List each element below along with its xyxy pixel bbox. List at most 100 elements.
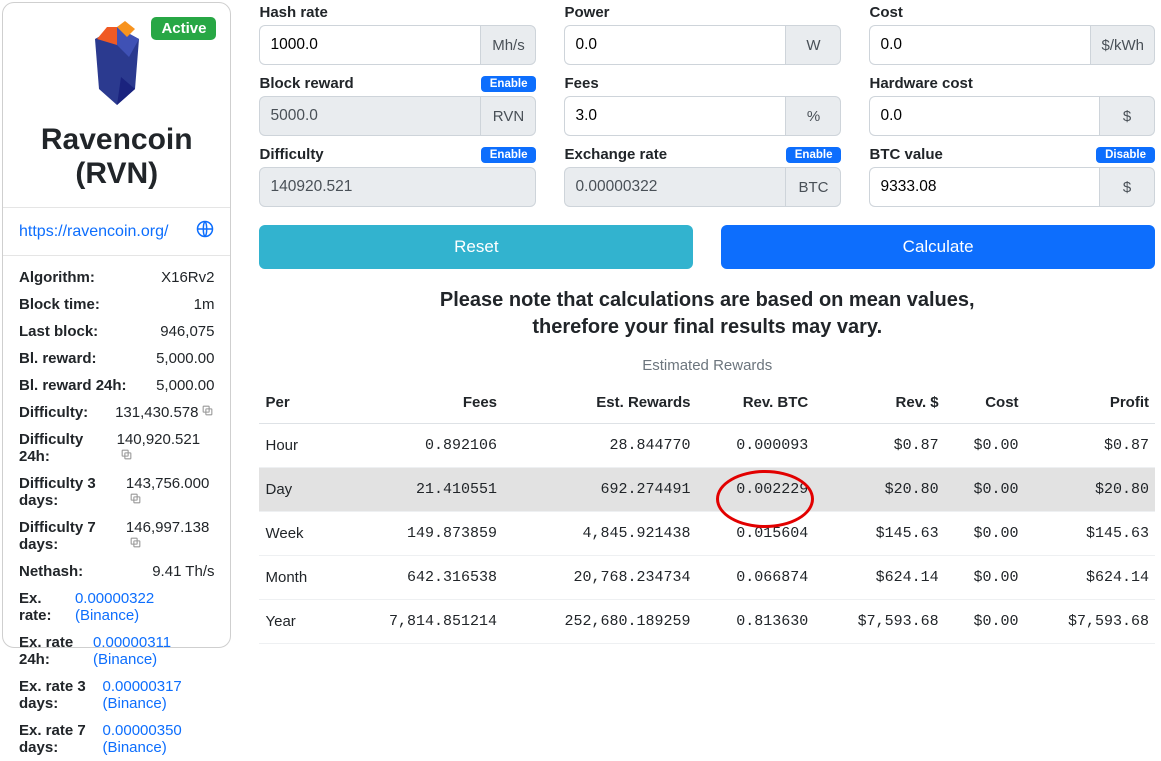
table-value-cell: $624.14 — [1025, 556, 1155, 600]
stat-row: Difficulty 3 days:143,756.000 — [19, 470, 214, 514]
field-block-reward: Block rewardEnableRVN — [259, 73, 536, 136]
enable-toggle-button[interactable]: Enable — [481, 76, 537, 92]
stat-value: 1m — [194, 296, 215, 313]
stat-label: Bl. reward: — [19, 350, 97, 367]
field-difficulty: DifficultyEnable — [259, 144, 536, 207]
stat-value: 5,000.00 — [156, 350, 214, 367]
hash-rate-input[interactable] — [259, 25, 480, 65]
stat-label: Nethash: — [19, 563, 83, 580]
reset-button[interactable]: Reset — [259, 225, 693, 269]
table-value-cell: 0.892106 — [335, 424, 503, 468]
difficulty-input — [259, 167, 536, 207]
stat-row: Difficulty 24h:140,920.521 — [19, 426, 214, 470]
unit-label: $ — [1099, 167, 1155, 207]
field-label: Hash rate — [259, 4, 327, 21]
copy-icon[interactable] — [120, 448, 133, 465]
unit-label: BTC — [785, 167, 841, 207]
results-caption: Estimated Rewards — [259, 357, 1155, 374]
table-period-cell: Day — [259, 468, 334, 512]
table-value-cell: 252,680.189259 — [503, 600, 696, 644]
disable-toggle-button[interactable]: Disable — [1096, 147, 1155, 163]
stat-label: Ex. rate: — [19, 590, 75, 624]
field-label: Fees — [564, 75, 598, 92]
calculator-panel: Hash rate Mh/s PowerW Cost$/kWh Block reward… — [241, 0, 1161, 648]
exchange-rate-input — [564, 167, 785, 207]
table-value-cell: $7,593.68 — [1025, 600, 1155, 644]
unit-label: $ — [1099, 96, 1155, 136]
enable-toggle-button[interactable]: Enable — [481, 147, 537, 163]
table-header-cell: Cost — [945, 386, 1025, 424]
table-value-cell: 692.274491 — [503, 468, 696, 512]
stat-row: Nethash:9.41 Th/s — [19, 558, 214, 585]
table-header-cell: Per — [259, 386, 334, 424]
btc-value-input[interactable] — [869, 167, 1099, 207]
unit-label: Mh/s — [480, 25, 536, 65]
stat-label: Ex. rate 24h: — [19, 634, 93, 668]
field-label: Exchange rate — [564, 146, 667, 163]
field-label: Hardware cost — [869, 75, 972, 92]
stat-value[interactable]: 0.00000350 (Binance) — [103, 722, 215, 756]
fees-input[interactable] — [564, 96, 785, 136]
table-row: Hour0.89210628.8447700.000093$0.87$0.00$… — [259, 424, 1155, 468]
stat-value[interactable]: 0.00000311 (Binance) — [93, 634, 215, 668]
table-row: Year7,814.851214252,680.1892590.813630$7… — [259, 600, 1155, 644]
field-power: PowerW — [564, 2, 841, 65]
copy-icon[interactable] — [129, 492, 142, 509]
table-value-cell: 149.873859 — [335, 512, 503, 556]
table-period-cell: Month — [259, 556, 334, 600]
stat-label: Difficulty 7 days: — [19, 519, 126, 553]
stat-value[interactable]: 0.00000317 (Binance) — [103, 678, 215, 712]
stat-value: 146,997.138 — [126, 519, 215, 553]
copy-icon[interactable] — [201, 404, 214, 421]
field-label: Block reward — [259, 75, 353, 92]
coin-website-link[interactable]: https://ravencoin.org/ — [19, 223, 168, 241]
enable-toggle-button[interactable]: Enable — [786, 147, 842, 163]
power-input[interactable] — [564, 25, 785, 65]
table-header-cell: Rev. BTC — [697, 386, 815, 424]
table-header-row: PerFeesEst. RewardsRev. BTCRev. $CostPro… — [259, 386, 1155, 424]
stat-label: Bl. reward 24h: — [19, 377, 127, 394]
field-hash-rate: Hash rate Mh/s — [259, 2, 536, 65]
table-row: Week149.8738594,845.9214380.015604$145.6… — [259, 512, 1155, 556]
table-header-cell: Est. Rewards — [503, 386, 696, 424]
stat-label: Difficulty 24h: — [19, 431, 117, 465]
table-value-cell: $20.80 — [1025, 468, 1155, 512]
cost-input[interactable] — [869, 25, 1090, 65]
table-value-cell: 0.015604 — [697, 512, 815, 556]
stat-value: 143,756.000 — [126, 475, 215, 509]
table-value-cell: 0.813630 — [697, 600, 815, 644]
ravencoin-logo-icon — [77, 96, 157, 113]
disclaimer-text: Please note that calculations are based … — [259, 287, 1155, 341]
field-label: Cost — [869, 4, 902, 21]
table-value-cell: $624.14 — [814, 556, 944, 600]
field-label: Power — [564, 4, 609, 21]
stat-value: 5,000.00 — [156, 377, 214, 394]
stat-row: Bl. reward 24h: 5,000.00 — [19, 372, 214, 399]
stat-value: 140,920.521 — [117, 431, 215, 465]
stat-value: X16Rv2 — [161, 269, 214, 286]
stat-value[interactable]: 0.00000322 (Binance) — [75, 590, 215, 624]
table-value-cell: 28.844770 — [503, 424, 696, 468]
stat-label: Ex. rate 3 days: — [19, 678, 103, 712]
table-period-cell: Week — [259, 512, 334, 556]
table-value-cell: $0.87 — [814, 424, 944, 468]
stat-value: 946,075 — [160, 323, 214, 340]
table-header-cell: Fees — [335, 386, 503, 424]
table-value-cell: 7,814.851214 — [335, 600, 503, 644]
field-cost: Cost$/kWh — [869, 2, 1155, 65]
table-value-cell: $145.63 — [814, 512, 944, 556]
stat-row: Difficulty:131,430.578 — [19, 399, 214, 426]
calculate-button[interactable]: Calculate — [721, 225, 1155, 269]
hardware-cost-input[interactable] — [869, 96, 1099, 136]
stat-label: Block time: — [19, 296, 100, 313]
table-header-cell: Profit — [1025, 386, 1155, 424]
table-value-cell: $0.00 — [945, 556, 1025, 600]
disclaimer-line: therefore your final results may vary. — [259, 314, 1155, 341]
field-fees: Fees% — [564, 73, 841, 136]
globe-icon[interactable] — [196, 220, 214, 243]
copy-icon[interactable] — [129, 536, 142, 553]
stat-row: Ex. rate:0.00000322 (Binance) — [19, 585, 214, 629]
coin-title: Ravencoin (RVN) — [3, 123, 230, 191]
table-value-cell: $0.00 — [945, 468, 1025, 512]
table-header-cell: Rev. $ — [814, 386, 944, 424]
